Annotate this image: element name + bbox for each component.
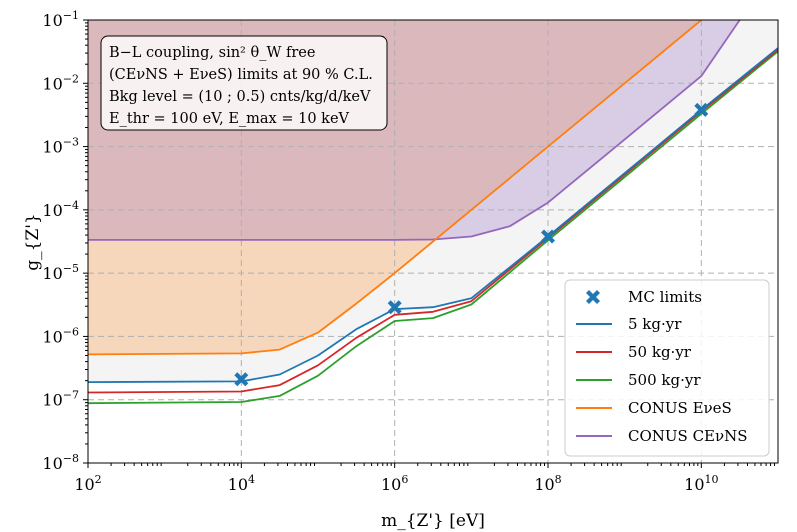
x-tick-label: 102 (74, 473, 101, 494)
plot-frame (87, 19, 779, 464)
legend-label-50kg: 50 kg·yr (628, 343, 692, 361)
annotation-line-1: B−L coupling, sin² θ_W free (109, 45, 315, 61)
legend: MC limits 5 kg·yr 50 kg·yr 500 kg·yr CON… (564, 279, 770, 457)
y-tick-label: 10−5 (42, 262, 79, 283)
mc-limit-marker (234, 372, 249, 387)
mc-limit-marker (387, 300, 402, 315)
legend-label-500kg: 500 kg·yr (628, 371, 701, 389)
legend-frame (564, 279, 770, 457)
annotation-line-4: E_thr = 100 eV, E_max = 10 keV (109, 111, 350, 127)
legend-label-5kg: 5 kg·yr (628, 315, 682, 333)
annotation-line-2: (CEνNS + EνeS) limits at 90 % C.L. (109, 67, 373, 83)
x-axis-label: m_{Z'} [eV] (381, 511, 485, 531)
x-tick-label: 104 (228, 473, 255, 494)
x-tick-label: 108 (534, 473, 561, 494)
legend-label-conus-cevns: CONUS CEνNS (628, 427, 748, 445)
mc-limit-marker (694, 102, 709, 117)
series-line-1 (88, 48, 778, 394)
x-tick-label: 1010 (684, 473, 718, 494)
annotation-line-3: Bkg level = (10 ; 0.5) cnts/kg/d/keV (109, 89, 371, 105)
y-tick-label: 10−6 (42, 325, 79, 346)
legend-label-conus-eves: CONUS EνeS (628, 399, 732, 417)
x-tick-label: 106 (381, 473, 408, 494)
gridlines (88, 20, 778, 463)
annotation-box: B−L coupling, sin² θ_W free (CEνNS + Eνe… (100, 35, 388, 131)
y-tick-label: 10−1 (42, 9, 79, 30)
mc-limit-marker (541, 229, 555, 244)
y-tick-label: 10−2 (42, 72, 79, 93)
series-line-4 (88, 20, 741, 241)
y-tick-label: 10−4 (42, 199, 79, 220)
series-line-2 (88, 50, 778, 405)
series-line-3 (88, 20, 702, 356)
legend-label-mc-limits: MC limits (628, 288, 702, 306)
y-tick-label: 10−8 (42, 452, 79, 473)
y-tick-label: 10−7 (42, 389, 79, 410)
mc-markers (234, 102, 709, 387)
y-tick-label: 10−3 (42, 136, 79, 157)
legend-marker-mc-limits (586, 290, 600, 304)
y-axis-label: g_{Z'} (23, 213, 43, 271)
